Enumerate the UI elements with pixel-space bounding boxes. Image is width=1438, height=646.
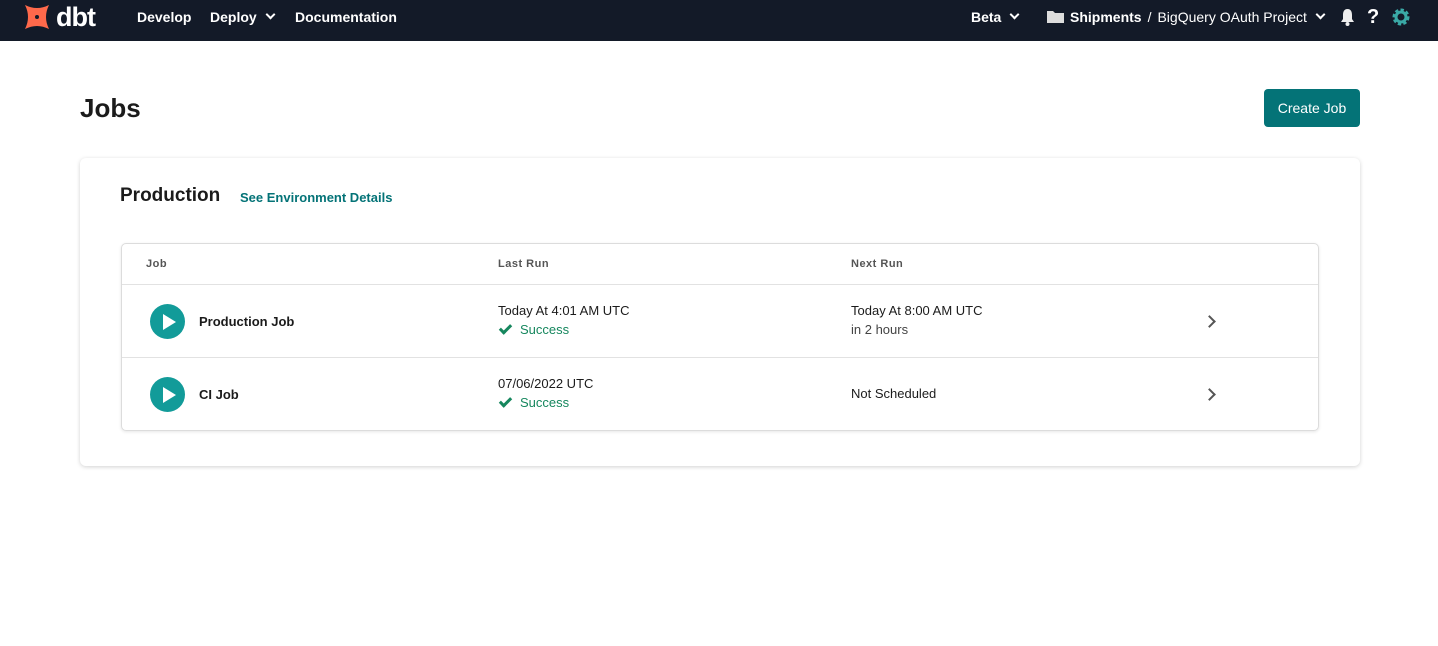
dbt-logo-icon xyxy=(25,4,49,29)
top-navbar: dbt Develop Deploy Documentation Beta Sh… xyxy=(0,0,1438,41)
next-run: Today At 8:00 AM UTC in 2 hours xyxy=(851,303,983,337)
header-job: Job xyxy=(146,258,168,270)
nav-deploy-label: Deploy xyxy=(210,8,257,25)
next-run: Not Scheduled xyxy=(851,386,937,401)
brand-name: dbt xyxy=(56,1,96,32)
beta-label: Beta xyxy=(971,8,1002,25)
bell-icon xyxy=(1341,8,1354,26)
status-text: Success xyxy=(520,395,570,410)
header-next-run: Next Run xyxy=(851,258,904,270)
see-environment-details-link[interactable]: See Environment Details xyxy=(240,190,393,205)
table-row[interactable]: Production Job Today At 4:01 AM UTC Succ… xyxy=(122,285,1318,358)
status-badge: Success xyxy=(498,393,593,410)
chevron-down-icon xyxy=(1009,9,1020,20)
gear-icon xyxy=(1392,8,1410,25)
notifications-button[interactable] xyxy=(1339,0,1356,33)
next-run-time: Today At 8:00 AM UTC xyxy=(851,303,983,318)
last-run-time: 07/06/2022 UTC xyxy=(498,376,594,391)
jobs-table: Job Last Run Next Run Production Job Tod… xyxy=(121,243,1319,431)
play-icon[interactable] xyxy=(150,304,185,339)
status-badge: Success xyxy=(498,320,630,337)
chevron-down-icon xyxy=(1315,9,1326,20)
nav-documentation[interactable]: Documentation xyxy=(295,8,397,25)
chevron-right-icon[interactable] xyxy=(1203,315,1216,328)
create-job-button[interactable]: Create Job xyxy=(1264,89,1360,127)
nav-deploy[interactable]: Deploy xyxy=(210,0,276,33)
chevron-down-icon xyxy=(265,9,276,20)
last-run-time: Today At 4:01 AM UTC xyxy=(498,303,630,318)
check-icon xyxy=(498,320,513,335)
environment-card: Production See Environment Details Job L… xyxy=(80,158,1360,466)
job-name[interactable]: Production Job xyxy=(199,314,295,329)
table-row[interactable]: CI Job 07/06/2022 UTC Success Not Schedu… xyxy=(122,358,1318,431)
play-icon[interactable] xyxy=(150,377,185,412)
next-run-relative: in 2 hours xyxy=(851,322,909,337)
page-title: Jobs xyxy=(80,93,141,123)
folder-icon xyxy=(1047,11,1064,23)
last-run: Today At 4:01 AM UTC Success xyxy=(498,303,630,337)
help-icon[interactable]: ? xyxy=(1367,5,1380,28)
beta-dropdown[interactable]: Beta xyxy=(971,0,1020,33)
dbt-logo[interactable]: dbt xyxy=(22,0,96,33)
chevron-right-icon[interactable] xyxy=(1203,388,1216,401)
status-text: Success xyxy=(520,322,570,337)
header-last-run: Last Run xyxy=(498,258,550,270)
table-header: Job Last Run Next Run xyxy=(122,244,1318,285)
job-name[interactable]: CI Job xyxy=(199,387,239,402)
project-selector[interactable]: Shipments / BigQuery OAuth Project xyxy=(1047,0,1326,33)
project-name: BigQuery OAuth Project xyxy=(1157,8,1307,25)
last-run: 07/06/2022 UTC Success xyxy=(498,376,593,410)
settings-button[interactable] xyxy=(1391,0,1411,33)
account-name: Shipments xyxy=(1070,8,1142,25)
environment-name: Production xyxy=(120,185,221,206)
nav-develop[interactable]: Develop xyxy=(137,8,192,25)
breadcrumb-separator: / xyxy=(1147,8,1152,25)
check-icon xyxy=(498,393,513,408)
